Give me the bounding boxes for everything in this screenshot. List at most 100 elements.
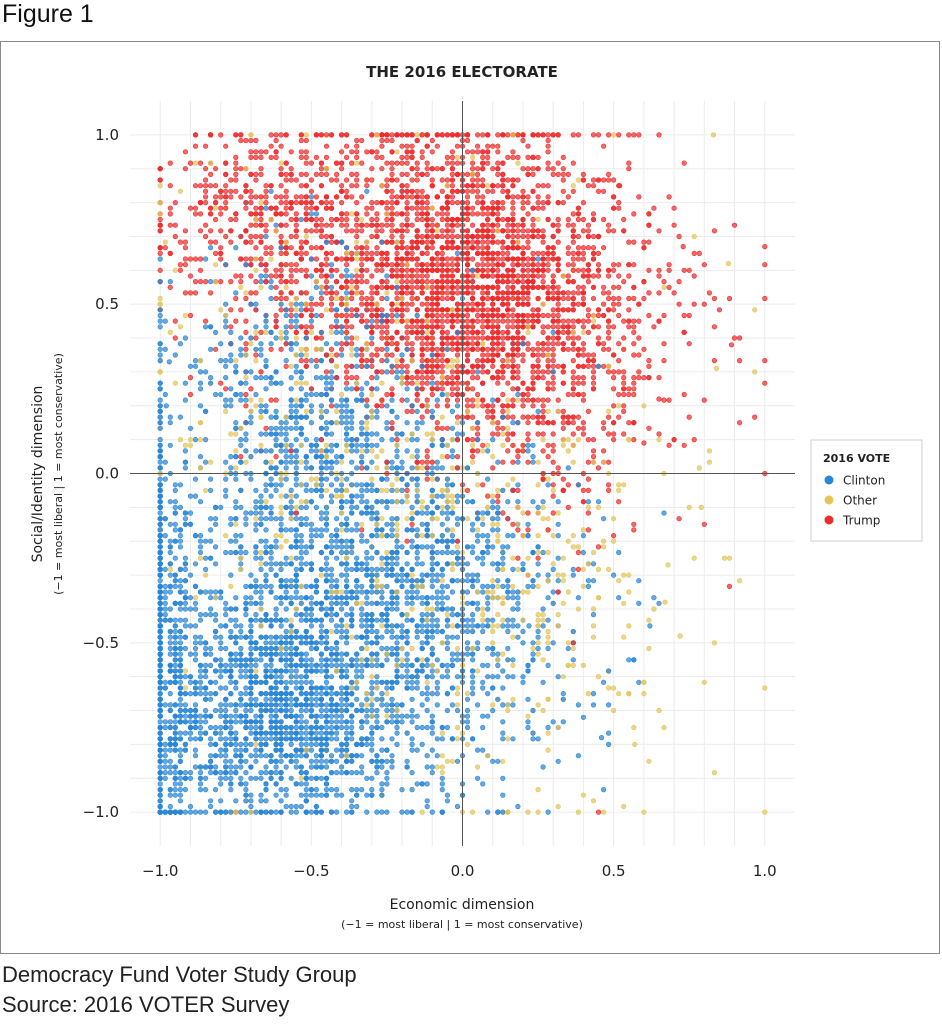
point-clinton (288, 730, 294, 736)
point-trump (419, 369, 425, 375)
point-clinton (253, 696, 259, 702)
point-other (626, 623, 632, 629)
point-trump (535, 414, 541, 420)
point-clinton (298, 375, 304, 381)
point-trump (369, 200, 375, 206)
point-clinton (293, 713, 299, 719)
point-trump (323, 154, 330, 160)
point-clinton (349, 606, 355, 612)
point-clinton (293, 414, 299, 420)
point-clinton (318, 651, 325, 657)
point-clinton (182, 674, 188, 680)
point-clinton (293, 403, 299, 409)
point-trump (621, 408, 627, 415)
point-trump (389, 222, 395, 228)
point-trump (303, 205, 309, 211)
point-clinton (258, 595, 264, 601)
point-clinton (414, 713, 420, 719)
point-clinton (172, 736, 178, 742)
point-trump (590, 454, 597, 460)
point-trump (394, 250, 400, 256)
point-trump (228, 188, 234, 194)
point-other (515, 397, 521, 403)
point-clinton (263, 538, 269, 544)
point-clinton (273, 809, 279, 815)
point-clinton (283, 555, 289, 561)
point-trump (303, 216, 309, 223)
point-clinton (238, 657, 244, 663)
point-clinton (500, 414, 506, 420)
point-clinton (394, 702, 400, 708)
point-trump (515, 369, 521, 375)
point-other (621, 803, 627, 810)
point-clinton (162, 764, 168, 770)
point-trump (510, 222, 516, 228)
point-clinton (389, 606, 395, 612)
point-trump (575, 425, 582, 431)
point-trump (449, 256, 456, 262)
point-clinton (273, 724, 279, 731)
point-trump (605, 329, 612, 336)
point-trump (464, 205, 471, 211)
point-clinton (344, 578, 350, 584)
point-clinton (192, 600, 199, 606)
point-clinton (389, 555, 395, 561)
point-clinton (404, 397, 410, 403)
point-trump (580, 273, 587, 279)
point-clinton (480, 532, 486, 539)
point-trump (676, 301, 682, 307)
point-clinton (208, 741, 214, 748)
point-trump (646, 425, 652, 431)
point-clinton (369, 482, 375, 488)
point-trump (631, 295, 637, 302)
point-trump (323, 171, 330, 177)
point-trump (364, 222, 370, 228)
point-other (470, 442, 476, 448)
point-trump (263, 183, 269, 189)
point-trump (233, 171, 239, 177)
point-trump (495, 420, 501, 426)
point-other (706, 459, 713, 465)
point-clinton (253, 504, 259, 511)
point-other (303, 132, 309, 138)
point-clinton (298, 713, 304, 719)
point-trump (661, 397, 667, 403)
point-trump (535, 233, 541, 240)
point-trump (328, 307, 335, 313)
point-trump (480, 358, 486, 364)
point-trump (374, 200, 380, 206)
point-clinton (490, 651, 496, 657)
point-trump (293, 267, 299, 273)
point-clinton (233, 662, 239, 669)
point-trump (449, 194, 456, 200)
point-trump (530, 307, 536, 313)
point-trump (636, 375, 642, 381)
point-trump (167, 205, 173, 211)
point-clinton (313, 442, 320, 448)
point-trump (666, 262, 672, 268)
point-other (298, 775, 304, 781)
point-trump (520, 442, 526, 448)
point-clinton (359, 764, 365, 770)
point-clinton (384, 657, 390, 663)
point-clinton (354, 566, 360, 573)
point-trump (505, 279, 511, 285)
point-clinton (243, 606, 249, 612)
point-trump (253, 335, 259, 341)
point-trump (480, 233, 486, 240)
point-clinton (318, 662, 325, 669)
point-trump (510, 358, 516, 364)
point-trump (359, 160, 365, 166)
point-trump (575, 380, 582, 386)
point-trump (339, 346, 345, 352)
point-clinton (359, 566, 365, 573)
point-clinton (243, 781, 249, 787)
point-clinton (157, 279, 163, 285)
point-trump (525, 431, 531, 437)
point-clinton (318, 724, 325, 731)
point-clinton (223, 549, 229, 556)
point-other (258, 623, 264, 629)
point-trump (439, 267, 445, 273)
point-other (253, 256, 259, 262)
point-trump (404, 211, 410, 217)
